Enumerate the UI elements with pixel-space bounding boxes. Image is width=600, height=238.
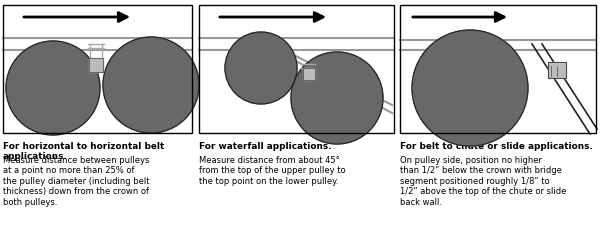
Circle shape xyxy=(291,52,383,144)
Text: For horizontal to horizontal belt
applications.: For horizontal to horizontal belt applic… xyxy=(3,142,164,161)
Circle shape xyxy=(6,41,100,135)
Bar xyxy=(303,68,315,80)
Bar xyxy=(548,62,566,78)
Text: For belt to chute or slide applications.: For belt to chute or slide applications. xyxy=(400,142,593,151)
Bar xyxy=(89,58,103,72)
Circle shape xyxy=(412,30,528,146)
Circle shape xyxy=(103,37,199,133)
Bar xyxy=(400,5,596,133)
Circle shape xyxy=(225,32,297,104)
Bar xyxy=(303,68,315,80)
Text: Measure distance from about 45°
from the top of the upper pulley to
the top poin: Measure distance from about 45° from the… xyxy=(199,156,346,186)
Bar xyxy=(548,62,566,78)
Text: Measure distance between pulleys
at a point no more than 25% of
the pulley diame: Measure distance between pulleys at a po… xyxy=(3,156,149,207)
Bar xyxy=(89,58,103,72)
Text: On pulley side, position no higher
than 1/2” below the crown with bridge
segment: On pulley side, position no higher than … xyxy=(400,156,566,207)
Bar xyxy=(199,5,394,133)
Text: For waterfall applications.: For waterfall applications. xyxy=(199,142,331,151)
Bar xyxy=(3,5,192,133)
